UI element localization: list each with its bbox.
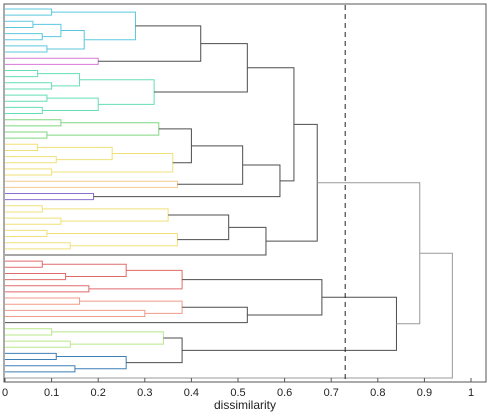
link-g7 [168, 214, 230, 241]
link-r2 [5, 272, 67, 281]
link-c5 [5, 45, 48, 53]
link-n1 [5, 119, 62, 127]
link-c7 [51, 11, 136, 41]
link-g5 [93, 164, 281, 198]
link-g2 [154, 43, 248, 93]
x-tick-label: 0.7 [324, 387, 339, 399]
link-g1 [98, 25, 202, 62]
link-t2 [5, 82, 53, 90]
link-r5 [88, 269, 183, 290]
link-n3 [46, 122, 160, 136]
link-y10 [5, 242, 71, 250]
link-g11 [182, 279, 323, 316]
link-n2 [5, 131, 48, 139]
x-tick-label: 1 [468, 387, 474, 399]
link-y9 [5, 229, 48, 238]
x-tick-label: 0.2 [91, 387, 106, 399]
link-t7 [79, 79, 155, 105]
link-y7 [5, 217, 62, 225]
link-c4 [32, 23, 62, 38]
link-g15 [5, 252, 453, 379]
link-c6 [46, 30, 85, 50]
x-tick-label: 0.6 [277, 387, 292, 399]
link-t3 [37, 73, 81, 87]
x-tick-label: 0.4 [184, 387, 199, 399]
link-r3 [42, 263, 127, 278]
link-t4 [5, 94, 48, 102]
link-g10 [5, 306, 248, 324]
x-axis: 0 0.1 0.2 0.3 0.4 0.5 0.6 0.7 0.8 0.9 1 [2, 378, 474, 399]
link-s1 [5, 297, 81, 305]
link-b1 [5, 352, 57, 361]
x-tick-label: 0.9 [417, 387, 432, 399]
link-o1 [5, 180, 178, 188]
link-g12 [126, 337, 183, 364]
link-y3 [37, 146, 113, 161]
link-y4 [5, 168, 53, 176]
x-tick-label: 0.3 [137, 387, 152, 399]
link-l1 [5, 328, 53, 336]
link-g6 [247, 67, 295, 182]
link-y11 [46, 232, 178, 247]
x-tick-label: 0 [2, 387, 8, 399]
link-l2 [5, 340, 71, 348]
link-g14 [317, 182, 421, 325]
link-s3 [79, 300, 183, 314]
x-axis-label: dissimilarity [214, 398, 276, 412]
x-tick-label: 0.5 [230, 387, 245, 399]
link-b3 [56, 355, 127, 370]
plot-frame [3, 3, 487, 383]
link-c1 [5, 8, 53, 16]
x-tick-label: 0.1 [44, 387, 59, 399]
link-b2 [5, 365, 76, 373]
link-y2 [5, 156, 57, 164]
x-tick-label: 0.8 [370, 387, 385, 399]
dendrogram-links [5, 8, 453, 379]
link-g13 [182, 296, 397, 351]
